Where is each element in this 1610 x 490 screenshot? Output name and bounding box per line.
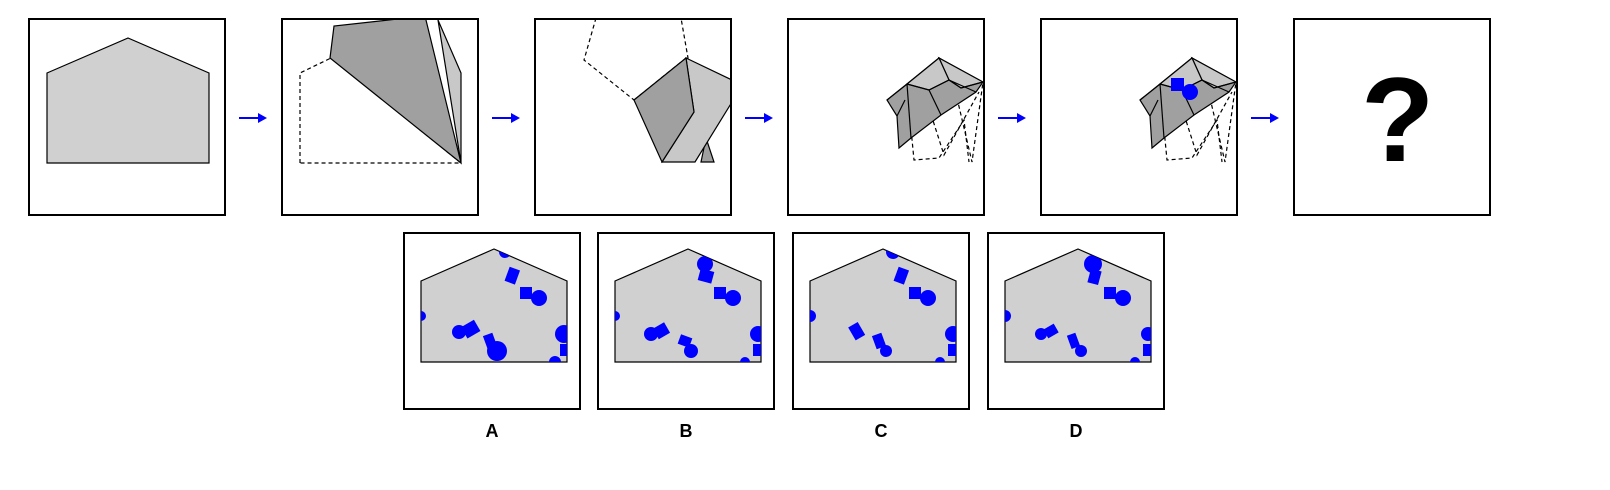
option-panel-c[interactable]	[792, 232, 970, 410]
hidden-layer-outlines	[906, 81, 983, 163]
folded-flap	[329, 20, 463, 165]
arrow-icon-3	[745, 113, 773, 123]
option-panel-d[interactable]	[987, 232, 1165, 410]
option-label-d: D	[1069, 421, 1083, 441]
question-mark: ?	[1361, 53, 1435, 187]
second-fold-diagram	[583, 20, 730, 164]
step-panel-6: ?	[1293, 18, 1491, 216]
option-d-holes	[1005, 255, 1151, 362]
option-c-diagram	[809, 248, 957, 363]
arrow-icon-2	[492, 113, 520, 123]
option-c-holes	[810, 249, 956, 362]
dark-layer	[633, 56, 695, 164]
option-panel-b[interactable]	[597, 232, 775, 410]
option-b-holes	[615, 256, 761, 362]
option-label-a: A	[485, 421, 499, 441]
square-punch	[1171, 78, 1184, 91]
arrow-icon-5	[1251, 113, 1279, 123]
option-label-c: C	[874, 421, 888, 441]
unfolded-paper-diagram	[46, 37, 210, 164]
option-a-holes	[421, 249, 567, 362]
step-panel-5	[1040, 18, 1238, 216]
paper-pentagon	[46, 37, 210, 164]
step-panel-3	[534, 18, 732, 216]
back-layer	[437, 20, 462, 164]
arrow-icon-1	[239, 113, 267, 123]
step-panel-4	[787, 18, 985, 216]
option-d-diagram	[1004, 248, 1152, 363]
tail-layer	[700, 135, 715, 163]
step-panel-2	[281, 18, 479, 216]
arrow-icon-4	[998, 113, 1026, 123]
third-fold-diagram	[886, 56, 983, 163]
option-panel-a[interactable]	[403, 232, 581, 410]
option-a-diagram	[420, 248, 568, 363]
first-fold-diagram	[299, 20, 463, 165]
option-b-diagram	[614, 248, 762, 363]
circle-punch	[1182, 84, 1198, 100]
option-label-b: B	[679, 421, 693, 441]
folded-away-outline	[299, 57, 463, 164]
step-panel-1	[28, 18, 226, 216]
punched-holes-diagram	[1139, 56, 1236, 163]
